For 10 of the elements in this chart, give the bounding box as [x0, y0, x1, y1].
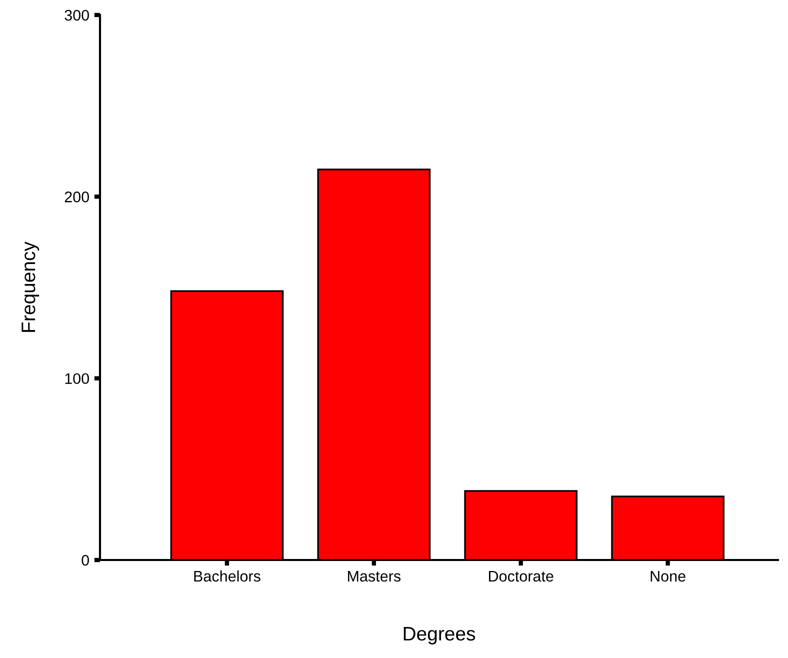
y-tick-label: 200	[64, 192, 89, 202]
x-tick-label: Masters	[348, 570, 401, 582]
x-tick-label: None	[650, 570, 686, 582]
x-tick-label: Doctorate	[488, 570, 554, 582]
y-tick-label: 100	[65, 373, 89, 384]
y-axis-title: Frequency	[22, 242, 40, 332]
x-tick-label: Bachelors	[194, 570, 260, 582]
y-tick-label: 300	[64, 10, 89, 21]
y-tick-label: 0	[82, 554, 89, 566]
x-axis-title: Degrees	[404, 627, 476, 644]
